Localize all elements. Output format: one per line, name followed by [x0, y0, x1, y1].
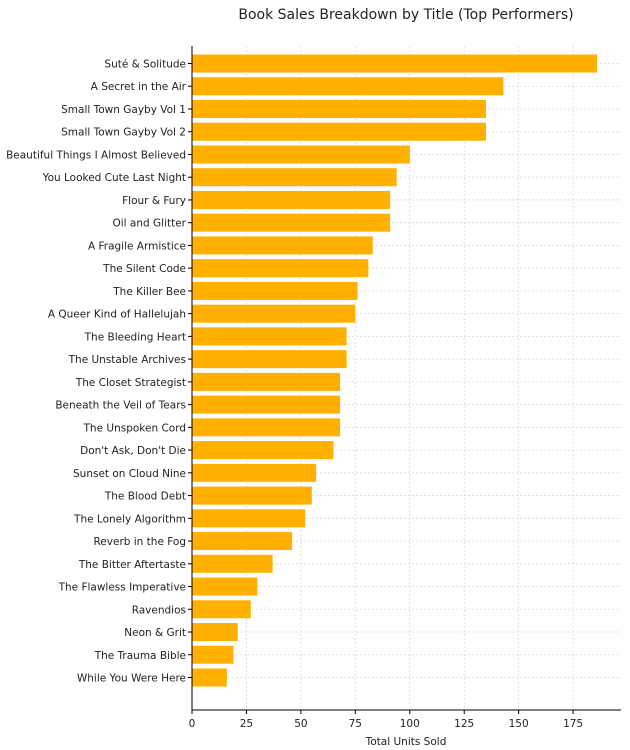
bar: [192, 395, 341, 414]
bar: [192, 463, 317, 482]
x-axis-ticks: 0 25 50 75 100 125 150 175: [189, 710, 583, 730]
category-label: The Unstable Archives: [68, 354, 186, 366]
bar: [192, 554, 273, 573]
category-label: A Secret in the Air: [91, 81, 187, 93]
category-label: Flour & Fury: [122, 195, 186, 207]
bar: [192, 304, 356, 323]
category-label: The Blood Debt: [104, 491, 186, 503]
category-label: Beautiful Things I Almost Believed: [6, 149, 186, 161]
bar: [192, 190, 391, 209]
category-label: The Closet Strategist: [75, 377, 186, 389]
x-tick-label: 175: [563, 718, 583, 730]
category-label: Reverb in the Fog: [93, 536, 186, 548]
bar: [192, 441, 334, 460]
x-tick-label: 75: [349, 718, 362, 730]
bar: [192, 372, 341, 391]
bar: [192, 122, 486, 141]
bar: [192, 54, 598, 73]
x-tick-label: 0: [189, 718, 196, 730]
category-label: You Looked Cute Last Night: [42, 172, 186, 184]
category-label: The Killer Bee: [112, 286, 186, 298]
bar: [192, 213, 391, 232]
bar: [192, 350, 347, 369]
category-label: Beneath the Veil of Tears: [55, 400, 186, 412]
category-labels: Suté & Solitude A Secret in the Air Small …: [6, 59, 192, 685]
bar: [192, 145, 410, 164]
bar: [192, 623, 238, 642]
bar: [192, 168, 397, 187]
category-label: Neon & Grit: [124, 627, 186, 639]
x-tick-label: 150: [509, 718, 529, 730]
category-label: While You Were Here: [77, 673, 186, 685]
bar: [192, 645, 234, 664]
bars: [192, 54, 598, 687]
bar: [192, 532, 293, 551]
category-label: The Bleeding Heart: [84, 331, 186, 343]
bar: [192, 259, 369, 278]
category-label: The Flawless Imperative: [58, 582, 186, 594]
category-label: Suté & Solitude: [104, 59, 186, 71]
bar: [192, 668, 227, 687]
x-tick-label: 25: [240, 718, 253, 730]
category-label: A Queer Kind of Hallelujah: [48, 309, 186, 321]
category-label: Oil and Glitter: [112, 218, 186, 230]
category-label: A Fragile Armistice: [88, 240, 186, 252]
bar: [192, 77, 504, 96]
category-label: Don't Ask, Don't Die: [80, 445, 186, 457]
bar: [192, 577, 258, 596]
category-label: The Unspoken Cord: [83, 422, 186, 434]
bar: [192, 600, 251, 619]
bar: [192, 486, 312, 505]
chart-title: Book Sales Breakdown by Title (Top Perfo…: [238, 7, 573, 23]
x-tick-label: 100: [400, 718, 420, 730]
bar: [192, 418, 341, 437]
bar: [192, 281, 358, 300]
category-label: Ravendios: [132, 604, 186, 616]
x-tick-label: 125: [454, 718, 474, 730]
category-label: The Lonely Algorithm: [73, 513, 186, 525]
category-label: The Silent Code: [102, 263, 186, 275]
category-label: Small Town Gayby Vol 2: [61, 127, 186, 139]
bar: [192, 99, 486, 118]
x-axis-label: Total Units Sold: [365, 736, 447, 748]
category-label: Small Town Gayby Vol 1: [61, 104, 186, 116]
bar: [192, 327, 347, 346]
bar: [192, 236, 373, 255]
category-label: The Trauma Bible: [94, 650, 186, 662]
bar: [192, 509, 306, 528]
category-label: Sunset on Cloud Nine: [73, 468, 186, 480]
x-tick-label: 50: [294, 718, 307, 730]
category-label: The Bitter Aftertaste: [78, 559, 186, 571]
